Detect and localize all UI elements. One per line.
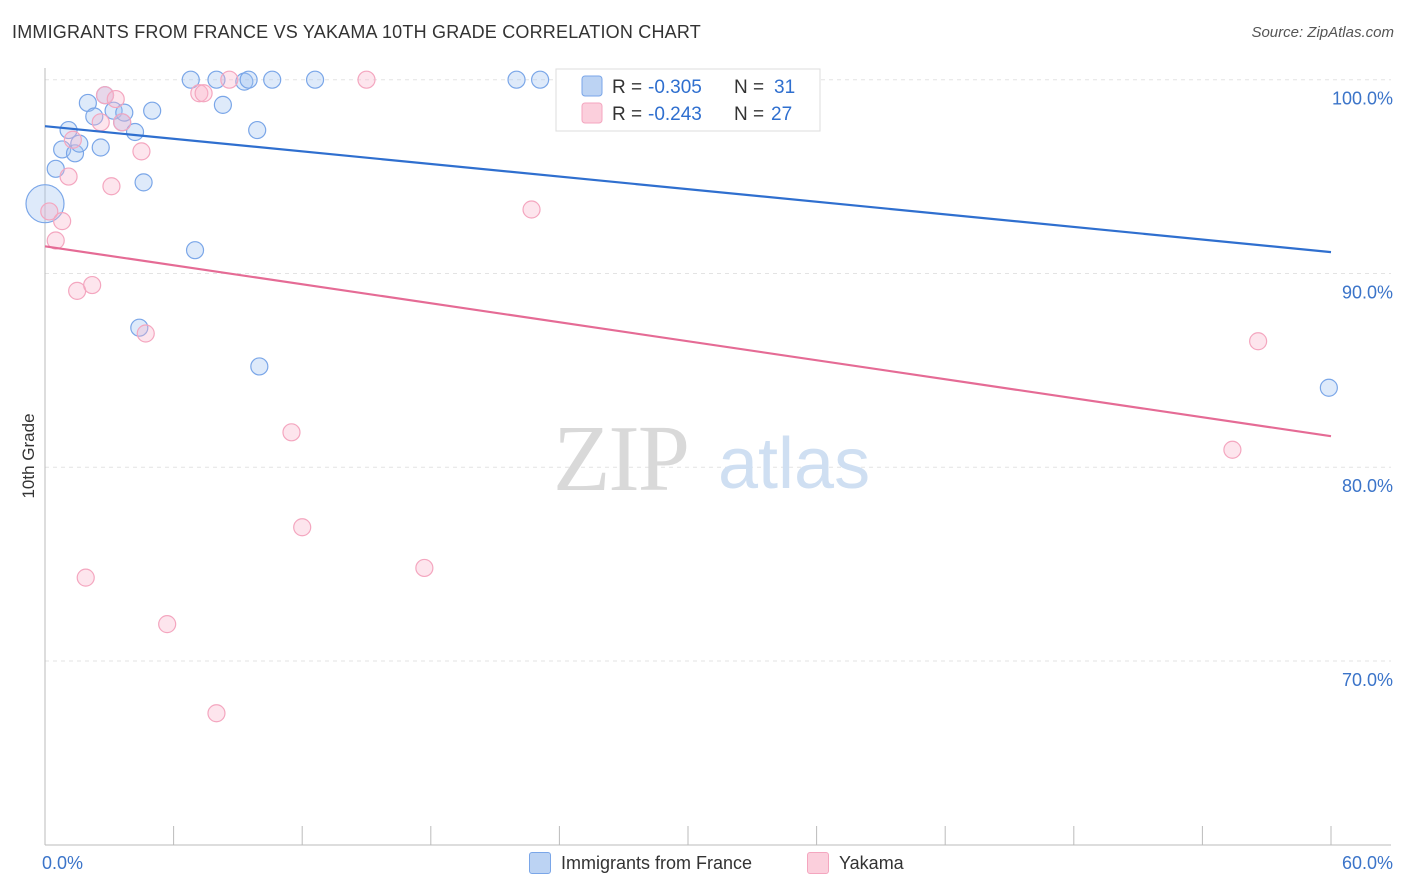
watermark-atlas: atlas	[718, 424, 870, 504]
data-point-yakama	[63, 130, 82, 149]
trend-line-yakama	[44, 245, 1332, 438]
stats-n-value-france: 31	[774, 77, 795, 98]
data-point-yakama	[102, 177, 121, 196]
stats-r-value-yakama: -0.243	[648, 104, 702, 125]
stats-r-label-yakama: R =	[612, 104, 642, 125]
legend-swatch-france	[529, 852, 551, 874]
data-point-yakama	[83, 275, 102, 295]
data-point-yakama	[1249, 332, 1268, 351]
grid	[45, 79, 1391, 662]
data-point-france	[181, 70, 200, 89]
data-point-france	[1319, 378, 1338, 397]
axes	[44, 68, 1391, 846]
data-point-yakama	[76, 568, 95, 587]
stats-n-label-france: N =	[734, 77, 764, 98]
stats-swatch-france	[581, 75, 603, 97]
stats-n-label-yakama: N =	[734, 104, 764, 125]
stats-legend: R = -0.305 N = 31 R = -0.243 N = 27	[555, 68, 821, 132]
source-label: Source: ZipAtlas.com	[1251, 24, 1394, 41]
legend-label-france: Immigrants from France	[561, 852, 753, 873]
data-point-yakama	[113, 113, 132, 132]
stats-swatch-yakama	[581, 102, 603, 124]
data-point-yakama	[106, 89, 125, 109]
legend-swatch-yakama	[807, 852, 829, 874]
y-tick-label: 80.0%	[1342, 476, 1393, 496]
trend-line-france	[44, 125, 1332, 254]
data-point-yakama	[40, 202, 59, 221]
legend-item-france: Immigrants from France	[529, 852, 752, 874]
data-point-yakama	[158, 615, 177, 634]
data-point-france	[250, 357, 269, 376]
data-point-france	[213, 95, 232, 114]
data-point-yakama	[194, 84, 213, 103]
legend-label-yakama: Yakama	[839, 852, 904, 873]
x-tick-label: 60.0%	[1342, 853, 1393, 873]
stats-n-value-yakama: 27	[771, 104, 792, 125]
watermark-zip: ZIP	[553, 407, 688, 511]
x-tick-labels: 0.0% 60.0%	[42, 853, 1393, 873]
data-point-france	[263, 70, 282, 89]
data-point-yakama	[59, 167, 78, 186]
data-point-yakama	[190, 84, 209, 103]
data-point-yakama	[136, 324, 155, 343]
y-tick-label: 90.0%	[1342, 282, 1393, 302]
data-point-france	[65, 144, 85, 163]
stats-r-label-france: R =	[612, 77, 642, 98]
data-points	[25, 70, 1338, 723]
stats-r-value-france: -0.305	[648, 77, 702, 98]
legend-item-yakama: Yakama	[807, 852, 904, 874]
y-tick-label: 100.0%	[1332, 89, 1393, 109]
data-point-yakama	[207, 704, 226, 723]
data-point-yakama	[293, 518, 312, 537]
data-point-yakama	[415, 558, 434, 578]
data-point-yakama	[95, 86, 115, 105]
data-point-france	[207, 70, 226, 89]
y-tick-label: 70.0%	[1342, 670, 1393, 690]
data-point-yakama	[357, 70, 376, 89]
chart-title: IMMIGRANTS FROM FRANCE VS YAKAMA 10TH GR…	[12, 22, 701, 42]
data-point-france	[239, 70, 258, 89]
data-point-yakama	[91, 113, 110, 132]
y-axis-label: 10th Grade	[19, 413, 38, 498]
x-tick-label: 0.0%	[42, 853, 83, 873]
data-point-france	[91, 138, 110, 157]
y-tick-labels: 100.0% 90.0% 80.0% 70.0%	[1332, 89, 1393, 690]
data-point-yakama	[282, 423, 301, 442]
data-point-yakama	[1223, 440, 1242, 459]
data-point-yakama	[132, 142, 151, 161]
data-point-france	[185, 241, 205, 260]
data-point-france	[305, 70, 325, 89]
watermark: ZIP atlas	[553, 407, 870, 511]
data-point-france	[531, 70, 550, 89]
data-point-yakama	[522, 200, 541, 219]
data-point-yakama	[220, 70, 239, 89]
data-point-france	[507, 70, 526, 89]
data-point-france	[248, 120, 267, 140]
data-point-france	[134, 173, 153, 192]
data-point-yakama	[53, 212, 72, 231]
data-point-france	[143, 101, 162, 120]
trend-lines	[44, 125, 1332, 438]
